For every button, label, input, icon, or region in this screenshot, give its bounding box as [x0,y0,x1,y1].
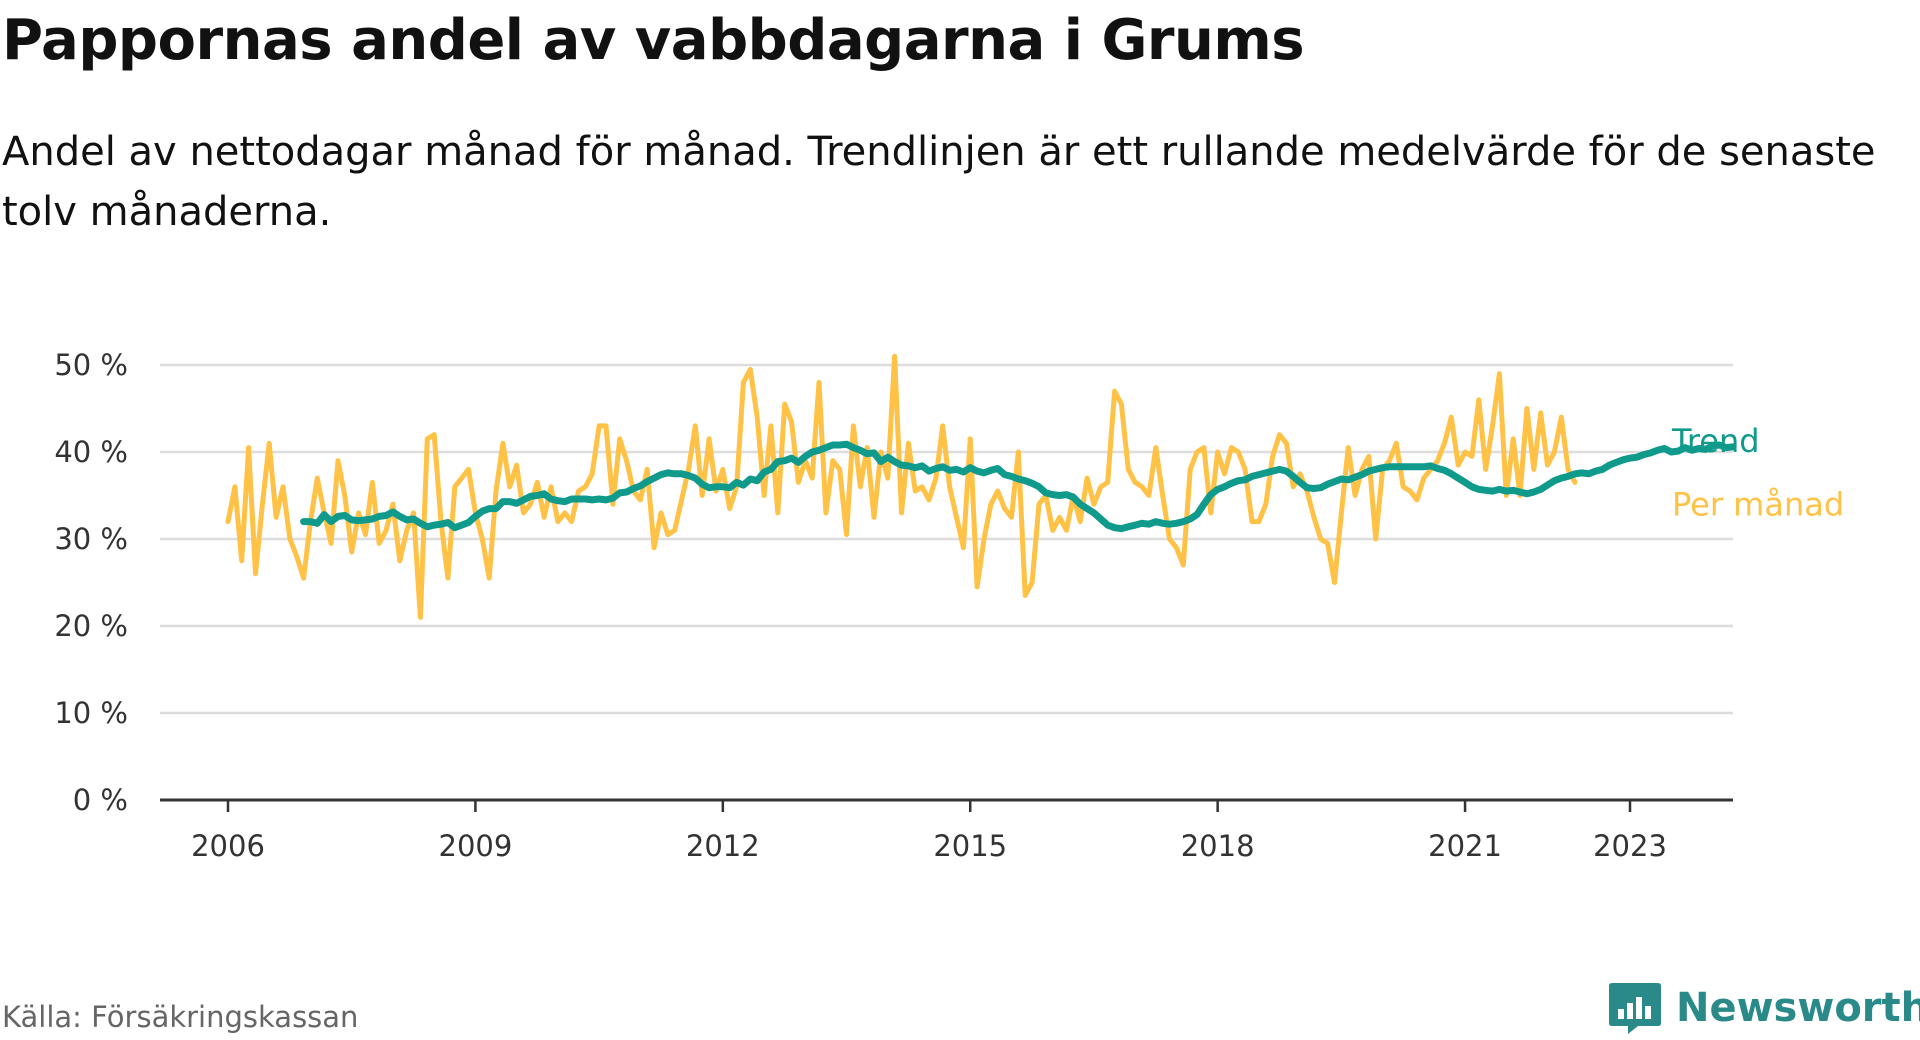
x-tick-label: 2006 [191,829,265,863]
newsworthy-logo-icon [1609,983,1661,1034]
y-tick-label: 20 % [54,609,128,643]
source-note: Källa: Försäkringskassan [2,1000,359,1034]
y-axis-ticks: 0 % 10 % 20 % 30 % 40 % 50 % [54,348,128,817]
x-axis-ticks: 2006 2009 2012 2015 2018 2021 2023 [191,800,1667,863]
x-tick-label: 2023 [1593,829,1667,863]
series-label-per-month: Per månad [1672,485,1844,523]
y-tick-label: 0 % [73,783,128,817]
y-tick-label: 30 % [54,522,128,556]
series-line-per-month [225,353,1578,620]
brand-name: Newsworthy [1676,985,1920,1031]
chart-subtitle: Andel av nettodagar månad för månad. Tre… [2,129,1876,235]
x-tick-label: 2009 [439,829,513,863]
chart-title: Pappornas andel av vabbdagarna i Grums [2,8,1305,73]
brand-logo-block[interactable]: Newsworthy [1606,976,1920,1040]
x-tick-label: 2018 [1181,829,1255,863]
series-label-trend: Trend [1671,422,1760,460]
y-tick-label: 40 % [54,435,128,469]
y-tick-label: 50 % [54,348,128,382]
x-tick-label: 2012 [686,829,760,863]
series-lines [225,353,1737,620]
x-tick-label: 2021 [1428,829,1502,863]
line-chart: 0 % 10 % 20 % 30 % 40 % 50 % 2006 2009 2012 2015… [54,348,1844,863]
gridlines [160,363,1733,802]
x-tick-label: 2015 [933,829,1007,863]
y-tick-label: 10 % [54,696,128,730]
series-line-trend [300,440,1737,533]
series-labels: Per månad Trend [1671,422,1844,524]
